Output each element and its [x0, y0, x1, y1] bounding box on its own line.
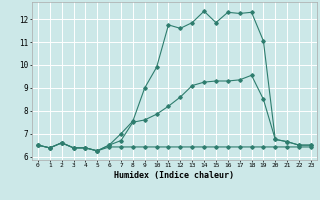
X-axis label: Humidex (Indice chaleur): Humidex (Indice chaleur) [115, 171, 234, 180]
